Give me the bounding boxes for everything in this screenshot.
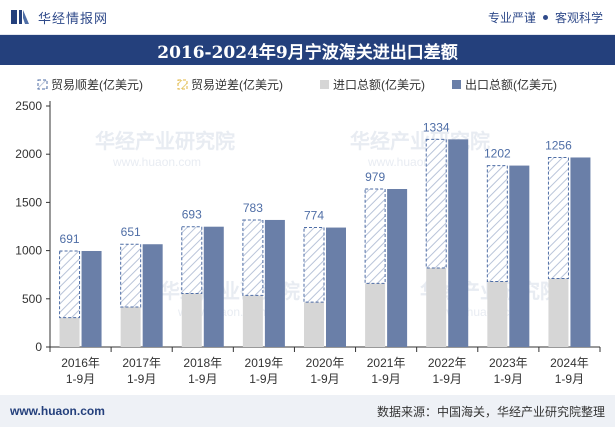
surplus-bar [59,250,81,319]
top-header: 华经情报网 专业严谨 客观科学 [0,0,615,35]
surplus-value-label: 1202 [484,147,511,161]
x-tick-label-year: 2017年 [122,356,161,370]
x-tick-label-year: 2022年 [428,356,467,370]
import-bar [548,278,569,347]
x-tick-label-year: 2021年 [367,356,406,370]
chart-title: 2016-2024年9月宁波海关进出口差额 [0,35,615,65]
legend-label-1: 贸易逆差(亿美元) [191,77,283,92]
surplus-value-label: 691 [60,232,80,246]
legend-label-0: 贸易顺差(亿美元) [51,77,143,92]
surplus-bar [425,138,447,269]
x-tick-label-period: 1-9月 [188,372,217,386]
export-bar [203,226,224,347]
legend-label-2: 进口总额(亿美元) [333,77,425,92]
chart-axes: 0 500 1000 1500 2000 2500 2016年 1-9月 2017年 1-9月 20… [15,99,601,386]
x-tick-label-period: 1-9月 [310,372,339,386]
surplus-bar [242,219,264,296]
export-bar [264,219,285,347]
import-bar [426,267,447,347]
footer: www.huaon.com 数据来源：中国海关，华经产业研究院整理 [0,395,615,427]
legend-label-3: 出口总额(亿美元) [465,77,557,92]
x-tick-label-period: 1-9月 [555,372,584,386]
surplus-bar [120,243,142,308]
x-tick-label-period: 1-9月 [433,372,462,386]
import-bar [242,295,263,347]
import-bar [365,283,386,347]
export-bar [570,157,591,347]
export-bar [509,165,530,347]
y-tick-label: 1500 [15,195,42,209]
bar-chart: 贸易顺差(亿美元) 贸易逆差(亿美元) 进口总额(亿美元) 出口总额(亿美元) 华经产… [15,77,601,386]
import-bar [487,281,508,347]
x-tick-label-period: 1-9月 [66,372,95,386]
chart-legend: 贸易顺差(亿美元) 贸易逆差(亿美元) 进口总额(亿美元) 出口总额(亿美元) [37,77,557,92]
surplus-value-label: 1334 [423,120,450,134]
huajing-logo-icon [11,10,29,24]
legend-swatch-3 [452,80,461,89]
x-tick-label-year: 2020年 [306,356,345,370]
surplus-value-label: 783 [243,201,263,215]
x-tick-label-period: 1-9月 [127,372,156,386]
surplus-bar [547,156,569,280]
surplus-value-label: 979 [365,170,385,184]
export-bar [448,139,469,347]
x-tick-label-period: 1-9月 [494,372,523,386]
legend-swatch-2 [320,80,329,89]
export-bar [81,250,102,347]
data-labels: 691 651 693 783 774 979 1334 1202 1256 [60,120,573,246]
surplus-value-label: 1256 [545,138,572,152]
legend-swatch-1 [177,79,188,90]
surplus-value-label: 774 [304,209,324,223]
x-tick-label-period: 1-9月 [371,372,400,386]
export-bar [387,189,408,347]
surplus-value-label: 693 [182,208,202,222]
brand: 华经情报网 [10,8,108,27]
x-tick-label-period: 1-9月 [249,372,278,386]
tagline: 专业严谨 客观科学 [488,9,603,26]
chart-bars [59,138,591,347]
y-tick-label: 2500 [15,99,42,113]
y-tick-label: 500 [22,292,42,306]
footer-site: www.huaon.com [10,404,105,418]
watermark-cn: 华经产业研究院 [350,129,490,153]
tagline-left: 专业严谨 [487,10,536,25]
tagline-dot-icon [542,14,548,20]
import-bar [181,293,202,347]
x-tick-label-year: 2023年 [489,356,528,370]
surplus-value-label: 651 [121,225,141,239]
y-tick-label: 0 [35,340,42,354]
import-bar [304,302,324,347]
y-tick-label: 1000 [15,244,42,258]
watermark-en: www.huaon.com [112,155,201,169]
import-bar [120,306,141,347]
watermark-cn: 华经产业研究院 [95,129,235,153]
footer-source: 数据来源：中国海关，华经产业研究院整理 [376,404,605,419]
x-tick-label-year: 2016年 [61,356,100,370]
x-tick-label-year: 2018年 [183,356,222,370]
import-bar [59,317,80,347]
y-tick-label: 2000 [15,147,42,161]
x-tick-label-year: 2024年 [550,356,589,370]
x-tick-label-year: 2019年 [245,356,284,370]
surplus-bar [303,227,325,303]
export-bar [326,227,346,347]
legend-swatch-0 [37,79,48,90]
export-bar [142,244,163,347]
surplus-bar [364,188,386,284]
surplus-bar [181,226,203,294]
tagline-right: 客观科学 [554,10,603,25]
surplus-bar [486,165,508,282]
brand-name: 华经情报网 [38,10,109,26]
